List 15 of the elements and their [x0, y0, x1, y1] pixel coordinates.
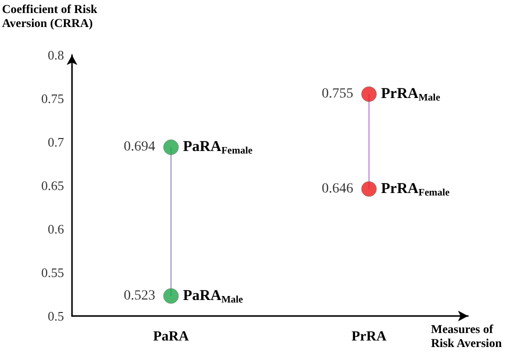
- y-tick-label: 0.7: [48, 134, 64, 150]
- x-axis-title: Measures of Risk Aversion: [431, 322, 502, 350]
- y-tick-label: 0.75: [41, 91, 64, 106]
- y-tick-label: 0.8: [48, 48, 64, 62]
- x-tick-label: PrRA: [352, 330, 388, 344]
- data-label: 0.646: [322, 181, 354, 196]
- y-tick-label: 0.5: [48, 308, 64, 324]
- data-label: 0.694: [124, 140, 156, 155]
- x-tick-label: PaRA: [153, 330, 190, 344]
- data-label: 0.523: [124, 288, 156, 304]
- y-axis-title: Coefficient of Risk Aversion (CRRA): [2, 2, 100, 30]
- y-tick-label: 0.55: [41, 265, 64, 280]
- y-tick-label: 0.6: [48, 222, 64, 236]
- data-label: 0.755: [322, 86, 354, 102]
- y-tick-label: 0.65: [41, 178, 64, 193]
